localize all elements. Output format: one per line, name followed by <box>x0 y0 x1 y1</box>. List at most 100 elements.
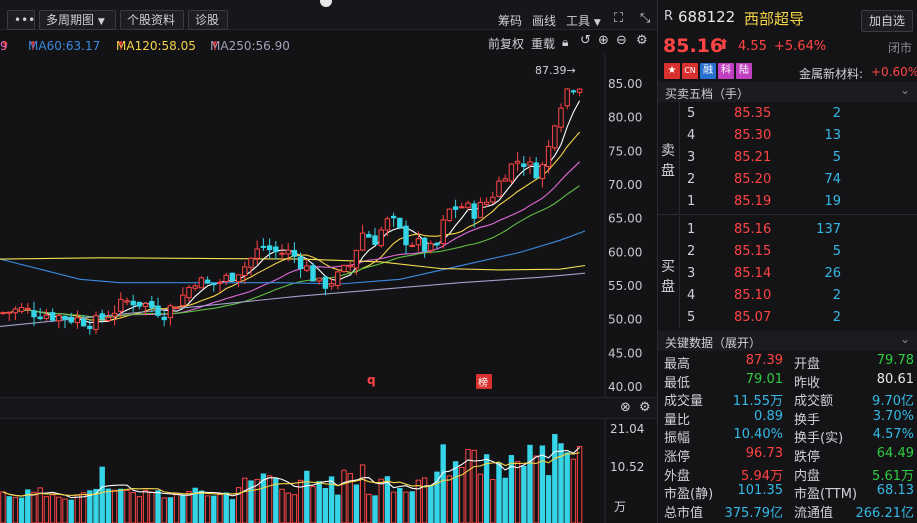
candle-body <box>446 208 453 222</box>
volume-bar <box>285 492 291 523</box>
price-tick-label: 55.00 <box>608 279 642 293</box>
sell-row-5[interactable]: 5 85.35 2 <box>687 106 841 121</box>
candle-body <box>428 243 434 251</box>
sell-row-4[interactable]: 4 85.30 13 <box>687 128 841 143</box>
gear-icon[interactable]: ⚙ <box>639 400 651 415</box>
lock-icon[interactable]: 🔒︎ <box>562 35 569 49</box>
volume-bar <box>49 494 56 523</box>
candle-body <box>198 277 205 289</box>
candle-body <box>105 317 112 322</box>
diagnose-button[interactable]: 诊股 <box>188 10 228 30</box>
adjust-button[interactable]: 前复权 <box>488 37 525 51</box>
overlay-button[interactable]: 重载 <box>531 37 556 51</box>
volume-svg[interactable]: 21.04 10.52 万 <box>0 419 657 523</box>
tag-northbound[interactable]: 陆 <box>736 63 752 79</box>
volume-bar <box>248 480 254 523</box>
volume-bar <box>118 488 124 523</box>
candle-body <box>31 310 37 318</box>
candle-body <box>465 202 471 209</box>
kline-chart[interactable]: 85.00 80.00 75.00 70.00 65.00 60.00 55.00 50.00… <box>0 54 657 397</box>
draw-line-button[interactable]: 画线 <box>532 14 557 28</box>
sell-row-2[interactable]: 2 85.20 74 <box>687 172 841 187</box>
diagnose-label: 诊股 <box>195 13 220 27</box>
add-watchlist-button[interactable]: 加自选 <box>861 10 913 32</box>
close-icon[interactable]: ⊗ <box>620 400 631 415</box>
key-data-item: 内盘 5.61万 <box>794 468 914 484</box>
event-marker-q[interactable]: q <box>367 373 376 387</box>
candle-body <box>43 314 50 319</box>
sector-name[interactable]: 金属新材料: <box>799 67 864 81</box>
volume-bar <box>87 490 93 523</box>
sell-row-1[interactable]: 1 85.19 19 <box>687 194 841 209</box>
volume-bar <box>527 444 533 523</box>
candle-body <box>6 311 12 314</box>
chart-toolbar: ••• 多周期图 ▼ 个股资料 诊股 筹码 画线 工具 ▼ ⛶ ⤡ <box>0 0 657 30</box>
tools-button[interactable]: 工具 ▼ <box>566 12 601 29</box>
volume-bar <box>229 499 236 523</box>
volume-tick-mid: 10.52 <box>610 460 644 474</box>
menu-button[interactable]: ••• <box>7 10 35 30</box>
candle-body <box>291 249 298 257</box>
menu-label: ••• <box>14 13 36 27</box>
multi-period-button[interactable]: 多周期图 ▼ <box>39 10 116 30</box>
candle-body <box>558 107 564 128</box>
volume-bar <box>310 485 316 523</box>
volume-bar <box>564 452 570 523</box>
buy-row-2[interactable]: 2 85.15 5 <box>687 244 841 259</box>
candle-body <box>304 265 310 271</box>
zoom-out-icon[interactable]: ⊖ <box>616 33 627 48</box>
chevron-double-down-icon[interactable]: ⌄ <box>900 83 911 97</box>
volume-bar <box>421 477 428 523</box>
candle-body <box>372 235 378 245</box>
volume-bar <box>576 445 583 523</box>
tag-margin[interactable]: 融 <box>700 63 716 79</box>
volume-bar <box>328 476 335 523</box>
buy-row-5[interactable]: 5 85.07 2 <box>687 310 841 325</box>
tools-label: 工具 <box>566 14 591 28</box>
tag-star-market[interactable]: 科 <box>718 63 734 79</box>
ranking-badge-icon[interactable] <box>476 374 492 389</box>
chips-button[interactable]: 筹码 <box>498 14 523 28</box>
volume-bar <box>180 494 186 523</box>
volume-bar <box>477 473 484 523</box>
volume-tick-unit: 万 <box>614 500 626 514</box>
volume-bar <box>459 466 465 523</box>
candle-body <box>49 312 56 321</box>
stock-info-button[interactable]: 个股资料 <box>120 10 184 30</box>
candle-body <box>564 88 570 107</box>
gear-icon[interactable]: ⚙ <box>636 33 648 48</box>
buy-row-3[interactable]: 3 85.14 26 <box>687 266 841 281</box>
chevron-double-down-icon[interactable]: ⌄ <box>900 332 911 346</box>
candle-body <box>459 206 465 209</box>
volume-bar <box>304 470 310 523</box>
key-data-header[interactable]: 关键数据（展开） ⌄ <box>658 331 917 351</box>
undo-icon[interactable]: ↺ <box>580 33 591 48</box>
sell-label-column: 卖 盘 <box>658 102 680 214</box>
price-tick-label: 70.00 <box>608 178 642 192</box>
quote-panel: R 688122 西部超导 加自选 85.16 ⬆ 4.55 +5.64% 闭市… <box>657 0 917 523</box>
buy-label-2: 盘 <box>661 279 675 295</box>
zoom-in-icon[interactable]: ⊕ <box>598 33 609 48</box>
candle-body <box>421 237 428 252</box>
key-data-item: 市盈(静) 101.35 <box>664 483 783 503</box>
candle-body <box>415 238 422 246</box>
order-book-divider <box>658 214 917 215</box>
collapse-icon[interactable]: ⤡ <box>640 11 651 26</box>
volume-bar <box>366 493 372 523</box>
volume-bar <box>173 493 180 523</box>
candle-body <box>204 279 211 284</box>
volume-bar <box>347 473 353 523</box>
expand-icon[interactable]: ⛶ <box>614 11 624 26</box>
kline-svg[interactable]: 85.00 80.00 75.00 70.00 65.00 60.00 55.00 50.00… <box>0 54 657 397</box>
order-book-header[interactable]: 买卖五档（手） ⌄ <box>658 82 917 102</box>
volume-bar <box>403 491 409 523</box>
sell-row-3[interactable]: 3 85.21 5 <box>687 150 841 165</box>
candle-body <box>490 196 496 203</box>
price-tick-label: 85.00 <box>608 77 642 91</box>
buy-row-1[interactable]: 1 85.16 137 <box>687 222 841 237</box>
candle-body <box>260 245 267 248</box>
tag-cny[interactable]: CN <box>682 63 698 79</box>
volume-chart[interactable]: 21.04 10.52 万 <box>0 419 657 523</box>
buy-row-4[interactable]: 4 85.10 2 <box>687 288 841 303</box>
ranking-badge-label: 榜 <box>478 376 488 389</box>
